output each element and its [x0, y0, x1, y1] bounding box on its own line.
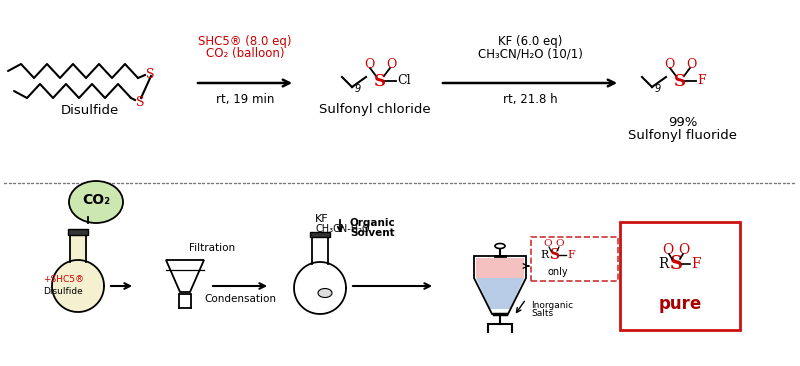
Text: CH₃CN/H₂O (10/1): CH₃CN/H₂O (10/1) [478, 48, 582, 60]
Ellipse shape [318, 288, 332, 298]
Text: O: O [664, 59, 674, 71]
Polygon shape [166, 260, 204, 292]
Text: S: S [374, 72, 386, 90]
Polygon shape [476, 278, 524, 309]
FancyBboxPatch shape [531, 237, 618, 281]
Text: S: S [146, 68, 154, 82]
Text: Disulfide: Disulfide [43, 287, 82, 295]
Text: Inorganic: Inorganic [531, 302, 573, 310]
Text: Organic: Organic [350, 218, 396, 228]
Text: O: O [556, 239, 564, 249]
Text: O: O [386, 59, 396, 71]
Text: S: S [670, 255, 682, 273]
FancyBboxPatch shape [620, 222, 740, 330]
Polygon shape [476, 258, 524, 278]
Text: rt, 19 min: rt, 19 min [216, 93, 274, 105]
Text: Disulfide: Disulfide [61, 104, 119, 116]
Text: SHC5® (8.0 eq): SHC5® (8.0 eq) [198, 34, 292, 48]
Text: S: S [136, 96, 145, 108]
Text: KF (6.0 eq): KF (6.0 eq) [498, 34, 562, 48]
Text: 9: 9 [355, 84, 361, 94]
Text: pure: pure [658, 295, 702, 313]
Text: +SHC5®: +SHC5® [43, 274, 84, 284]
Text: Sulfonyl chloride: Sulfonyl chloride [319, 104, 431, 116]
Text: S: S [674, 72, 686, 90]
Text: CH₃CN-H₂O: CH₃CN-H₂O [315, 224, 370, 234]
Polygon shape [294, 262, 346, 314]
Text: only: only [548, 267, 568, 277]
Ellipse shape [69, 181, 123, 223]
Text: Salts: Salts [531, 310, 553, 318]
Bar [68, 229, 88, 235]
Text: KF: KF [315, 214, 329, 224]
Text: Cl: Cl [397, 75, 410, 87]
Text: O: O [678, 243, 690, 257]
Text: CO₂ (balloon): CO₂ (balloon) [206, 48, 284, 60]
Text: CO₂: CO₂ [82, 193, 110, 207]
Polygon shape [52, 260, 104, 312]
Text: Filtration: Filtration [189, 243, 235, 253]
Text: Solvent: Solvent [350, 228, 394, 238]
Text: Sulfonyl fluoride: Sulfonyl fluoride [629, 128, 738, 142]
Text: rt, 21.8 h: rt, 21.8 h [502, 93, 558, 105]
Text: F: F [691, 257, 701, 271]
Ellipse shape [495, 243, 505, 249]
Text: O: O [364, 59, 374, 71]
Text: 9: 9 [655, 84, 661, 94]
Text: O: O [544, 239, 552, 249]
Text: O: O [686, 59, 696, 71]
Text: O: O [662, 243, 674, 257]
Text: F: F [697, 75, 706, 87]
Text: Condensation: Condensation [204, 294, 276, 304]
Text: R: R [540, 250, 548, 260]
Text: F: F [567, 250, 574, 260]
Bar [310, 232, 330, 237]
Text: 99%: 99% [668, 116, 698, 130]
Text: S: S [549, 248, 559, 262]
Text: R: R [658, 257, 668, 271]
